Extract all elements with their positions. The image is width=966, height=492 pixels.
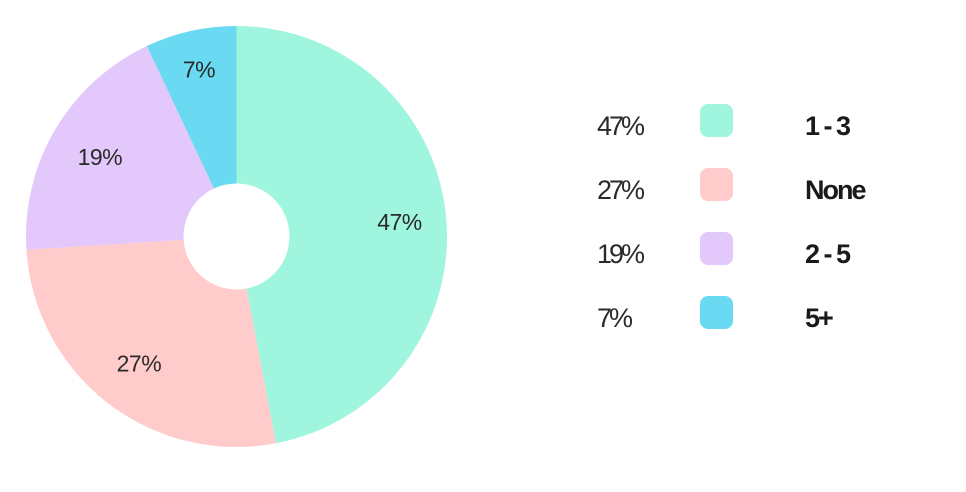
svg-text:47%: 47% (377, 209, 422, 235)
svg-text:7%: 7% (183, 56, 215, 82)
svg-text:19%: 19% (78, 144, 123, 170)
svg-text:27%: 27% (117, 350, 162, 376)
